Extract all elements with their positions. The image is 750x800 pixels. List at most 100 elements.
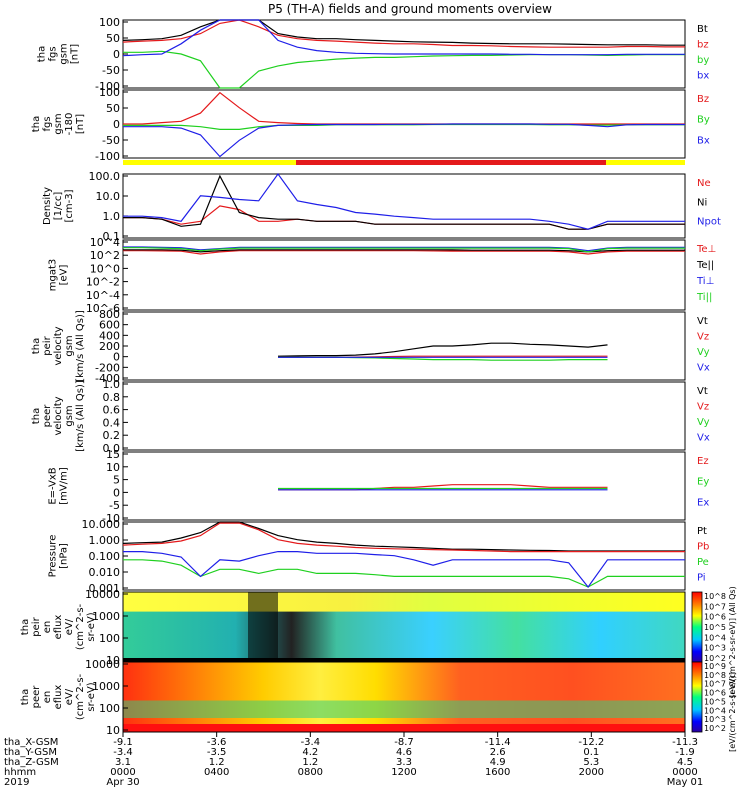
xaxis-value: 3.3 [396, 757, 412, 768]
y-tick-label: 5 [113, 474, 120, 487]
legend-Vz: Vz [697, 402, 709, 413]
y-tick-label: 10^2 [90, 249, 120, 262]
y-axis-label: mgat3 [48, 259, 59, 292]
xaxis-value: 3.1 [115, 757, 131, 768]
legend-Te⊥: Te⊥ [696, 244, 716, 255]
y-tick-label: 1000 [92, 680, 120, 693]
y-axis-label: [1/cc] [53, 192, 64, 221]
y-axis-label: tha [31, 116, 42, 132]
y-tick-label: 10.0 [96, 190, 121, 203]
legend-Ey: Ey [697, 477, 709, 488]
colorbar-tick: 10^2 [704, 654, 726, 663]
legend-Pt: Pt [697, 526, 707, 537]
legend-bx: bx [697, 71, 709, 82]
xaxis-value: 1.2 [302, 757, 318, 768]
panel-fgs-gsm: 100 50 0 -50 -100 tha fgs gsm [nT] Bt bz by bx [37, 16, 710, 93]
colorbar-tick: 10^5 [704, 623, 726, 632]
y-tick-label: 0.8 [103, 391, 121, 404]
y-axis-label: tha [31, 338, 42, 354]
xaxis-year: 2019 [4, 777, 29, 788]
colorbar-tick: 10^8 [704, 592, 726, 601]
legend-Vt: Vt [697, 386, 708, 397]
legend-Pi: Pi [697, 573, 706, 584]
plot-title: P5 (TH-A) fields and ground moments over… [268, 2, 552, 16]
legend-Ti⊥: Ti⊥ [696, 276, 714, 287]
y-axis-label: fgs [48, 46, 59, 61]
y-tick-label: 10^-2 [86, 276, 120, 289]
y-tick-label: -200 [95, 361, 120, 374]
xaxis-value: -3.4 [301, 737, 321, 748]
xaxis-value: 0.1 [583, 747, 599, 758]
y-tick-label: 0.6 [103, 404, 121, 417]
series-Bz [123, 91, 685, 125]
xaxis-value: -3.6 [207, 737, 227, 748]
legend-Bx: Bx [697, 135, 710, 146]
y-axis-label: gsm [64, 405, 75, 426]
y-axis-label: en [42, 691, 53, 704]
y-tick-label: -400 [95, 372, 120, 385]
y-tick-label: 600 [99, 319, 120, 332]
y-axis-label: eV/ [64, 688, 75, 705]
legend-Npot: Npot [697, 217, 721, 228]
y-axis-label: tha [37, 46, 48, 62]
panel-fgs-gsm-180: 100 50 0 -50 -100 tha fgs gsm -180 [nT] Bz By Bx [31, 86, 710, 163]
y-axis-label: gsm [64, 335, 75, 356]
y-tick-label: -50 [102, 134, 120, 147]
legend-Vy: Vy [697, 347, 710, 358]
y-tick-label: 0.4 [103, 416, 121, 429]
legend-Ti||: Ti|| [696, 292, 712, 303]
xaxis-row-label: tha_Y-GSM [4, 747, 57, 758]
series-Ti|| [123, 247, 685, 253]
spectrogram-electron [123, 662, 685, 732]
y-tick-label: 0 [113, 118, 120, 131]
colorbar-tick: 10^5 [704, 697, 726, 706]
colorbar-tick: 10^6 [704, 689, 726, 698]
y-axis-label: [nPa] [59, 543, 70, 569]
y-tick-label: 50 [106, 102, 120, 115]
y-tick-label: 50 [106, 32, 120, 45]
y-tick-label: 10^0 [90, 262, 120, 275]
y-tick-label: 10000 [85, 588, 120, 601]
spectrogram-ion-upper [123, 592, 685, 612]
y-tick-label: -5 [109, 499, 120, 512]
colorbar-label: [eV/(cm^2-s-sr-eV)] (All Qs) [728, 586, 737, 697]
y-axis-label: Density [42, 187, 53, 225]
y-axis-label: velocity [53, 396, 64, 435]
y-axis-label: [nT] [70, 44, 81, 64]
y-axis-label: gsm [59, 43, 70, 64]
y-tick-label: 15 [106, 448, 120, 461]
xaxis-value: 4.2 [302, 747, 318, 758]
series-Pe [123, 559, 685, 588]
xaxis-value: -11.4 [485, 737, 511, 748]
y-tick-label: 0.2 [103, 429, 121, 442]
colorbar-tick: 10^7 [704, 680, 726, 689]
y-tick-label: -100 [95, 150, 120, 163]
y-tick-label: 10^-4 [86, 289, 120, 302]
y-tick-label: 100.0 [89, 170, 121, 183]
y-tick-label: 100 [99, 632, 120, 645]
panel-peir-eflux: 10^810^710^610^510^410^310^2 [eV/(cm^2-s-… [20, 586, 737, 697]
xaxis-value: 1.2 [209, 757, 225, 768]
y-tick-label: 10^4 [90, 236, 120, 249]
xaxis-date: Apr 30 [106, 777, 139, 788]
y-tick-label: 10^-6 [86, 302, 120, 315]
colorbar-tick: 10^6 [704, 613, 726, 622]
y-axis-label: [cm-3] [64, 189, 75, 222]
y-axis-label: Pressure [48, 535, 59, 578]
y-axis-label: E=-VxB [48, 467, 59, 504]
y-tick-label: -50 [102, 64, 120, 77]
y-tick-label: 800 [99, 308, 120, 321]
y-tick-label: 0 [113, 486, 120, 499]
y-axis-label: [mV/m] [59, 467, 70, 505]
series-Pi [123, 551, 685, 588]
y-axis-label: peir [31, 616, 42, 636]
y-tick-label: 0 [113, 48, 120, 61]
y-axis-label: [eV] [59, 265, 70, 286]
y-axis-label: tha [20, 619, 31, 635]
y-axis-label: (cm^2-s- [75, 603, 86, 650]
y-axis-label: sr-eV) [86, 682, 97, 711]
xaxis-value: -12.2 [578, 737, 604, 748]
